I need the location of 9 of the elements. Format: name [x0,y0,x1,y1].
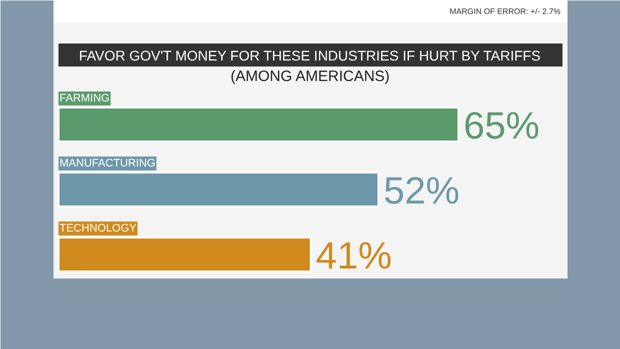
chart-title: FAVOR GOV'T MONEY FOR THESE INDUSTRIES IF HURT BY TARIFFS [78,48,541,64]
data-label: 65% [464,106,540,148]
text: MARGIN OF ERROR: +/- 2.7% [450,7,560,16]
y-tick-label: TECHNOLOGY [60,222,138,234]
y-tick-label: MANUFACTURING [60,158,156,170]
data-label: 52% [384,170,460,212]
chart-subtitle: (AMONG AMERICANS) [230,68,390,85]
y-tick-label: FARMING [60,92,110,104]
data-label: 41% [316,236,392,278]
